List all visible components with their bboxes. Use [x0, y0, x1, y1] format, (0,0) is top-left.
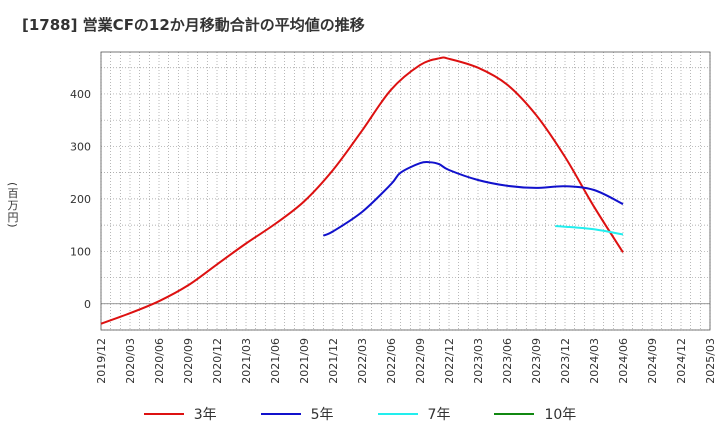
legend: 3年 5年 7年 10年	[0, 404, 720, 424]
series-line-5年	[322, 160, 624, 237]
legend-swatch	[494, 413, 535, 415]
plot-frame	[100, 51, 711, 331]
x-tick-label: 2024/03	[588, 338, 601, 384]
x-tick-label: 2021/06	[269, 338, 282, 384]
legend-item: 7年	[377, 404, 451, 424]
x-tick-label: 2020/06	[153, 338, 166, 384]
legend-item: 3年	[143, 404, 217, 424]
legend-label: 5年	[310, 407, 334, 423]
legend-item: 10年	[494, 404, 576, 424]
y-tick-label: 100	[70, 245, 91, 258]
series-lines	[100, 56, 624, 325]
x-tick-label: 2022/03	[356, 338, 369, 384]
x-tick-label: 2025/03	[704, 338, 717, 384]
y-axis-label: (百万円)	[6, 182, 19, 229]
x-tick-label: 2022/12	[443, 338, 456, 384]
legend-label: 7年	[427, 407, 451, 423]
y-tick-label: 200	[70, 193, 91, 206]
x-tick-label: 2020/12	[211, 338, 224, 384]
x-tick-label: 2020/09	[182, 338, 195, 384]
x-tick-label: 2024/06	[617, 338, 630, 384]
x-tick-label: 2021/09	[298, 338, 311, 384]
y-tick-labels: 0 100 200 300 400	[70, 88, 91, 311]
legend-label: 3年	[193, 407, 217, 423]
y-tick-label: 300	[70, 140, 91, 153]
series-line-7年	[555, 225, 624, 236]
x-tick-label: 2023/09	[530, 338, 543, 384]
x-tick-label: 2021/03	[240, 338, 253, 384]
y-tick-label: 0	[84, 298, 91, 311]
x-tick-label: 2019/12	[95, 338, 108, 384]
x-tick-labels: 2019/12 2020/03 2020/06 2020/09 2020/12 2021/…	[95, 338, 717, 384]
legend-label: 10年	[544, 407, 577, 423]
x-tick-label: 2023/06	[501, 338, 514, 384]
x-tick-label: 2022/06	[385, 338, 398, 384]
legend-swatch	[260, 413, 301, 415]
x-tick-label: 2023/03	[472, 338, 485, 384]
x-tick-label: 2023/12	[559, 338, 572, 384]
legend-swatch	[377, 413, 418, 415]
series-line-3年	[100, 56, 624, 325]
axes	[100, 51, 711, 331]
y-tick-label: 400	[70, 88, 91, 101]
grid	[100, 52, 711, 331]
chart-title: [1788] 営業CFの12か月移動合計の平均値の推移	[22, 16, 365, 34]
legend-swatch	[143, 413, 184, 415]
legend-item: 5年	[260, 404, 334, 424]
x-tick-label: 2024/12	[675, 338, 688, 384]
x-tick-label: 2020/03	[124, 338, 137, 384]
x-tick-label: 2024/09	[646, 338, 659, 384]
x-tick-label: 2022/09	[414, 338, 427, 384]
x-tick-label: 2021/12	[327, 338, 340, 384]
